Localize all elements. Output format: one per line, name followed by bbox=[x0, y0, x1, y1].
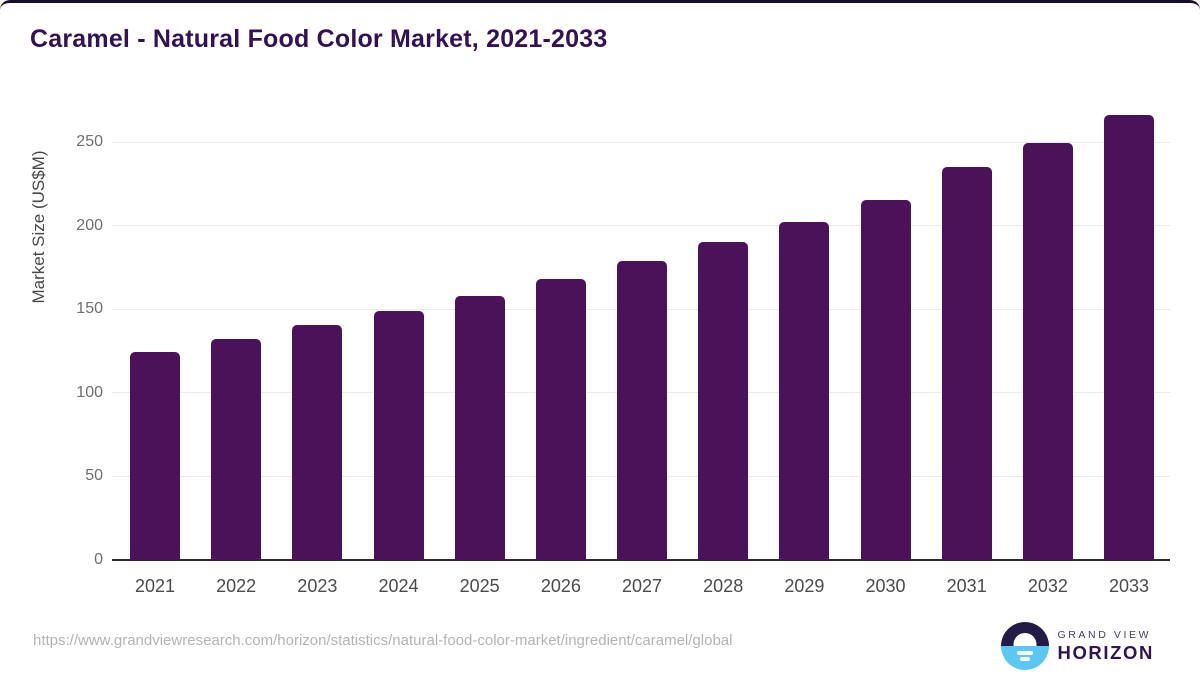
y-tick-label-200: 200 bbox=[76, 216, 103, 234]
y-tick-label-50: 50 bbox=[85, 467, 103, 485]
x-tick-label-2026: 2026 bbox=[540, 576, 581, 596]
x-tick-label-2032: 2032 bbox=[1027, 576, 1068, 596]
bar-chart: Market Size (US$M) 0 50 100 150 200 250 2021 20… bbox=[0, 3, 1200, 675]
chart-title: Caramel - Natural Food Color Market, 202… bbox=[30, 25, 608, 53]
grandview-horizon-logo: GRAND VIEW HORIZON bbox=[1001, 622, 1154, 670]
bar-2024[interactable] bbox=[373, 310, 424, 560]
bar-2022[interactable] bbox=[211, 338, 262, 560]
bar-2031[interactable] bbox=[941, 167, 992, 560]
plot-area: 0 50 100 150 200 250 2021 2022 2023 2024 2025 2026 2… bbox=[76, 113, 1170, 596]
bar-2025[interactable] bbox=[454, 295, 505, 560]
logo-wordmark: GRAND VIEW HORIZON bbox=[1057, 629, 1154, 664]
bar-2030[interactable] bbox=[860, 199, 911, 560]
sun-dome bbox=[1013, 633, 1037, 646]
bar-2023[interactable] bbox=[292, 325, 343, 560]
y-axis-title: Market Size (US$M) bbox=[29, 150, 48, 304]
x-tick-label-2033: 2033 bbox=[1109, 576, 1150, 596]
bar-2032[interactable] bbox=[1022, 142, 1073, 560]
x-tick-label-2023: 2023 bbox=[297, 576, 338, 596]
bar-2021[interactable] bbox=[130, 351, 180, 560]
bar-2027[interactable] bbox=[617, 261, 668, 560]
gridline-200 bbox=[112, 225, 1170, 227]
bar-2029[interactable] bbox=[779, 221, 830, 560]
y-tick-label-100: 100 bbox=[76, 383, 103, 401]
x-tick-label-2022: 2022 bbox=[216, 576, 257, 596]
x-tick-label-2024: 2024 bbox=[378, 576, 419, 596]
x-tick-label-2021: 2021 bbox=[134, 576, 176, 596]
x-tick-label-2031: 2031 bbox=[946, 576, 987, 596]
bar-2026[interactable] bbox=[535, 279, 586, 560]
x-tick-label-2027: 2027 bbox=[621, 576, 663, 596]
source-url: https://www.grandviewresearch.com/horizo… bbox=[33, 632, 733, 649]
y-tick-label-0: 0 bbox=[94, 551, 103, 568]
x-tick-label-2029: 2029 bbox=[784, 576, 825, 596]
wave-line-2 bbox=[1020, 657, 1031, 661]
x-tick-label-2025: 2025 bbox=[459, 576, 500, 596]
logo-line-horizon: HORIZON bbox=[1057, 641, 1154, 663]
x-tick-label-2028: 2028 bbox=[703, 576, 744, 596]
wave-line-1 bbox=[1017, 651, 1034, 655]
y-tick-label-250: 250 bbox=[76, 133, 103, 150]
x-axis-line bbox=[112, 559, 1170, 561]
bar-2033[interactable] bbox=[1104, 115, 1155, 560]
bar-2028[interactable] bbox=[698, 242, 749, 560]
y-tick-label-150: 150 bbox=[76, 300, 103, 318]
x-tick-label-2030: 2030 bbox=[865, 576, 906, 596]
logo-line-grand-view: GRAND VIEW bbox=[1057, 628, 1152, 641]
sunset-circle-icon bbox=[1001, 622, 1050, 670]
gridline-250 bbox=[112, 141, 1170, 143]
